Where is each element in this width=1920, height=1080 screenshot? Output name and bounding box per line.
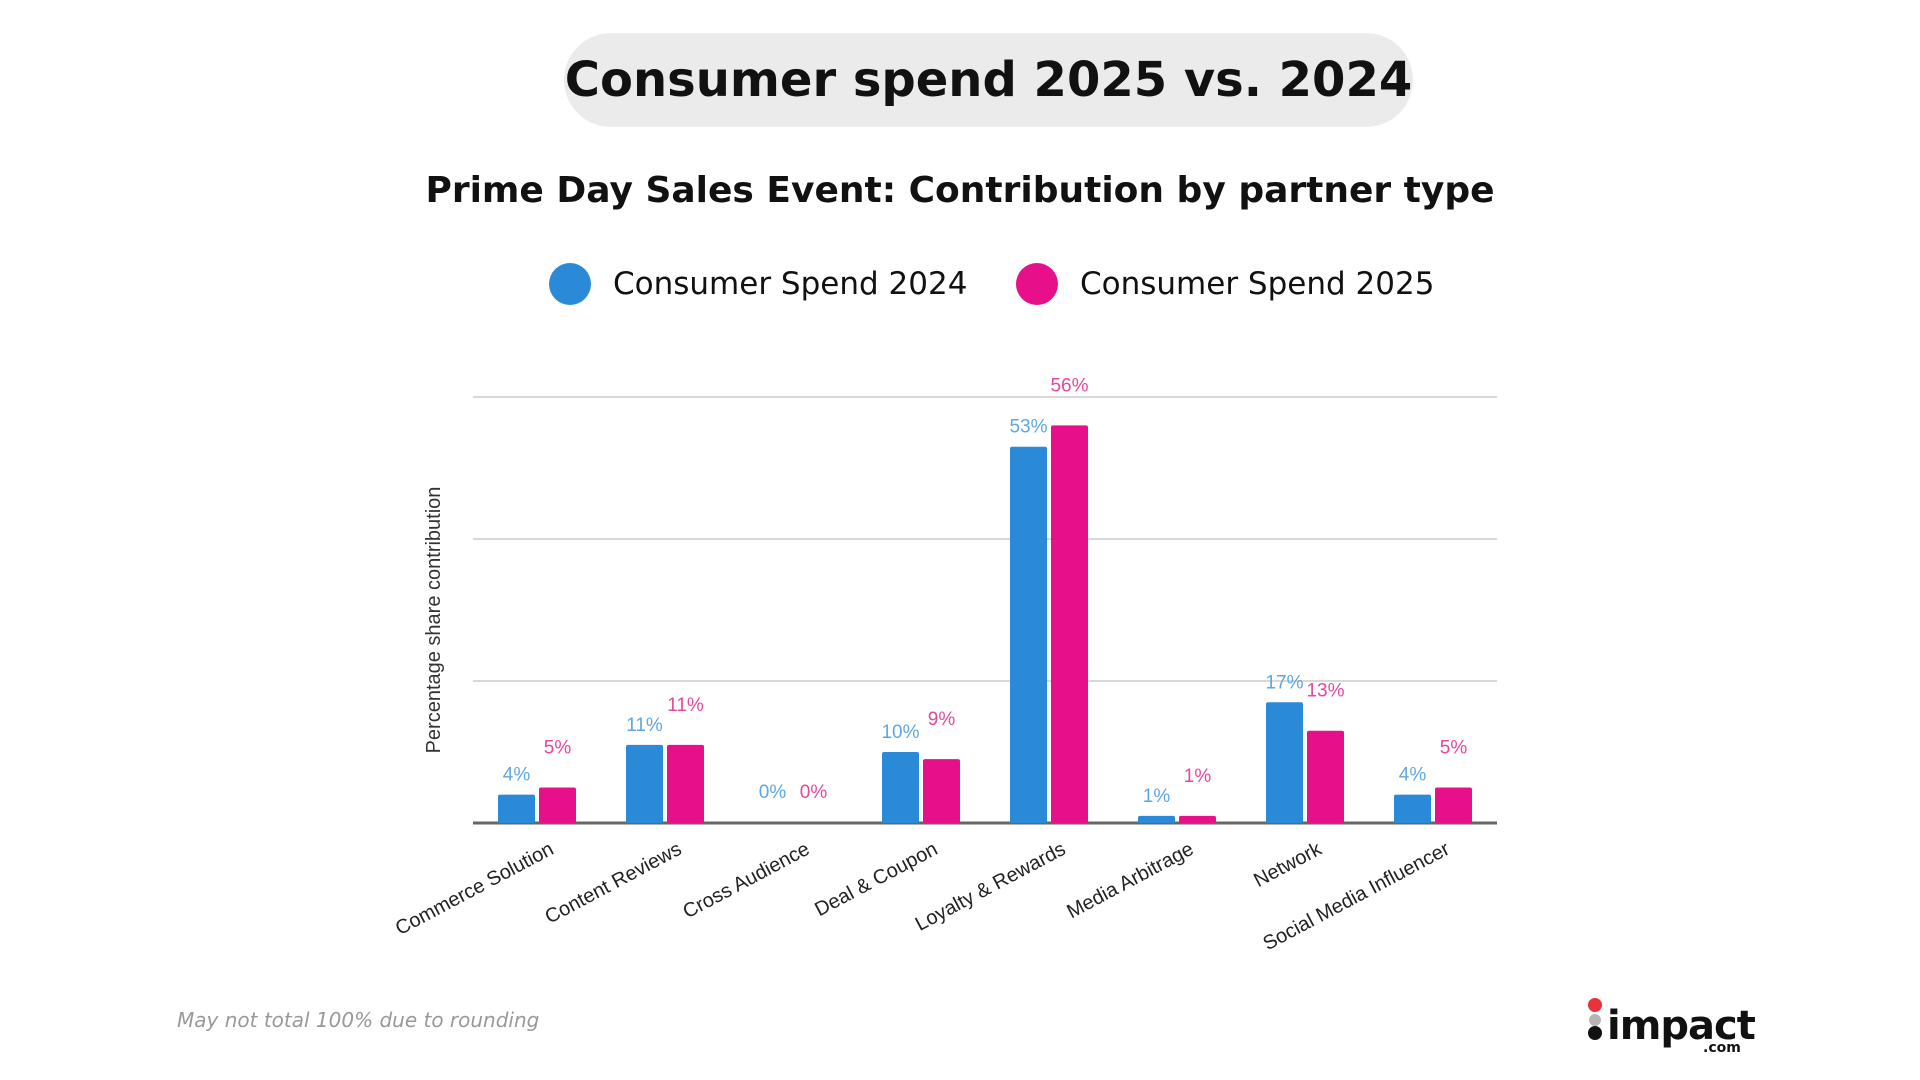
- bar-2024: [498, 794, 535, 823]
- bar-2024: [1266, 702, 1303, 823]
- x-tick-label: Media Arbitrage: [1063, 838, 1197, 923]
- bar-2025: [1435, 787, 1472, 823]
- bar-2025: [1179, 815, 1216, 823]
- x-tick-label: Cross Audience: [679, 838, 813, 923]
- data-label: 4%: [503, 765, 531, 786]
- data-label: 17%: [1265, 672, 1303, 693]
- bar-2024: [626, 744, 663, 823]
- data-label: 5%: [544, 738, 572, 759]
- data-label: 5%: [1440, 738, 1468, 759]
- bar-2024: [882, 752, 919, 823]
- data-label: 53%: [1009, 417, 1047, 438]
- data-label: 4%: [1399, 765, 1427, 786]
- page-title: Consumer spend 2025 vs. 2024: [564, 33, 1413, 127]
- data-label: 1%: [1143, 786, 1171, 807]
- svg-text:.com: .com: [1703, 1040, 1741, 1053]
- bar-2025: [923, 759, 960, 823]
- data-label: 11%: [626, 715, 663, 736]
- impact-logo: impact .com: [1585, 993, 1757, 1056]
- data-label: 1%: [1184, 766, 1212, 787]
- data-label: 10%: [881, 722, 919, 743]
- x-tick-label: Deal & Coupon: [811, 838, 941, 921]
- data-label: 56%: [1050, 375, 1088, 396]
- legend: Consumer Spend 2024 Consumer Spend 2025: [0, 263, 1920, 305]
- legend-item-2024: Consumer Spend 2024: [549, 263, 967, 305]
- legend-swatch-2024: [549, 263, 591, 305]
- bar-2025: [667, 744, 704, 823]
- data-label: 0%: [759, 782, 787, 803]
- legend-item-2025: Consumer Spend 2025: [1016, 263, 1434, 305]
- bar-2024: [1138, 815, 1175, 823]
- bar-2025: [1307, 730, 1344, 823]
- legend-label-2025: Consumer Spend 2025: [1080, 266, 1435, 302]
- x-tick-label: Network: [1250, 838, 1326, 892]
- legend-label-2024: Consumer Spend 2024: [613, 266, 968, 302]
- data-label: 13%: [1306, 681, 1344, 702]
- legend-swatch-2025: [1016, 263, 1058, 305]
- data-label: 11%: [667, 695, 704, 716]
- x-tick-label: Content Reviews: [542, 838, 686, 928]
- bar-2025: [1051, 425, 1088, 823]
- svg-text:impact: impact: [1607, 1003, 1755, 1049]
- bar-2025: [539, 787, 576, 823]
- footnote: May not total 100% due to rounding: [177, 1008, 540, 1032]
- y-axis-label: Percentage share contribution: [423, 487, 445, 754]
- data-label: 0%: [800, 782, 828, 803]
- bar-2024: [1010, 446, 1047, 823]
- bar-2024: [1394, 794, 1431, 823]
- data-label: 9%: [928, 709, 956, 730]
- x-tick-label: Commerce Solution: [392, 838, 557, 940]
- chart-title: Prime Day Sales Event: Contribution by p…: [425, 170, 1495, 211]
